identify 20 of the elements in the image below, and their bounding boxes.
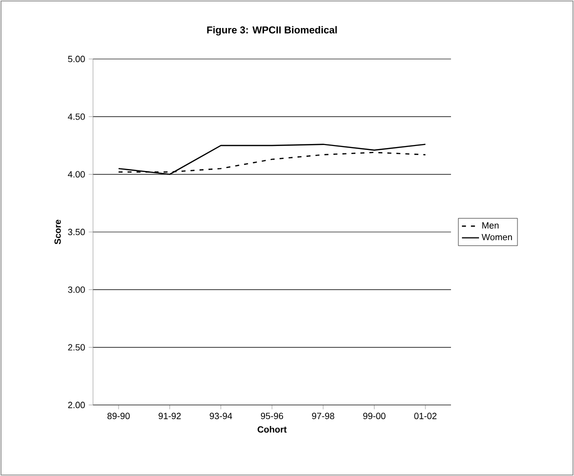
line-series bbox=[118, 144, 426, 175]
y-tick-label: 4.50 bbox=[68, 113, 85, 120]
y-tick-label: 3.00 bbox=[68, 286, 85, 293]
legend-label: Women bbox=[482, 234, 512, 240]
y-tick-label: 2.00 bbox=[68, 402, 85, 408]
y-tick-label: 3.50 bbox=[68, 228, 85, 236]
x-axis-title: Cohort bbox=[258, 426, 287, 433]
legend-label: Men bbox=[482, 222, 499, 229]
x-tick-label: 89-90 bbox=[107, 412, 130, 420]
x-tick-label: 95-96 bbox=[260, 412, 284, 420]
y-axis-title: Score bbox=[54, 220, 61, 244]
chart-title: Figure 3: WPCII Biomedical bbox=[207, 26, 337, 36]
y-tick-label: 2.50 bbox=[68, 344, 85, 351]
x-tick-label: 91-92 bbox=[158, 412, 181, 420]
x-tick-label: 93-94 bbox=[210, 412, 232, 420]
x-tick-label: 99-00 bbox=[363, 412, 386, 420]
x-tick-label: 97-98 bbox=[312, 412, 334, 420]
y-tick-label: 4.00 bbox=[68, 171, 85, 178]
x-tick-label: 01-02 bbox=[414, 412, 436, 420]
y-tick-label: 5.00 bbox=[68, 56, 85, 62]
